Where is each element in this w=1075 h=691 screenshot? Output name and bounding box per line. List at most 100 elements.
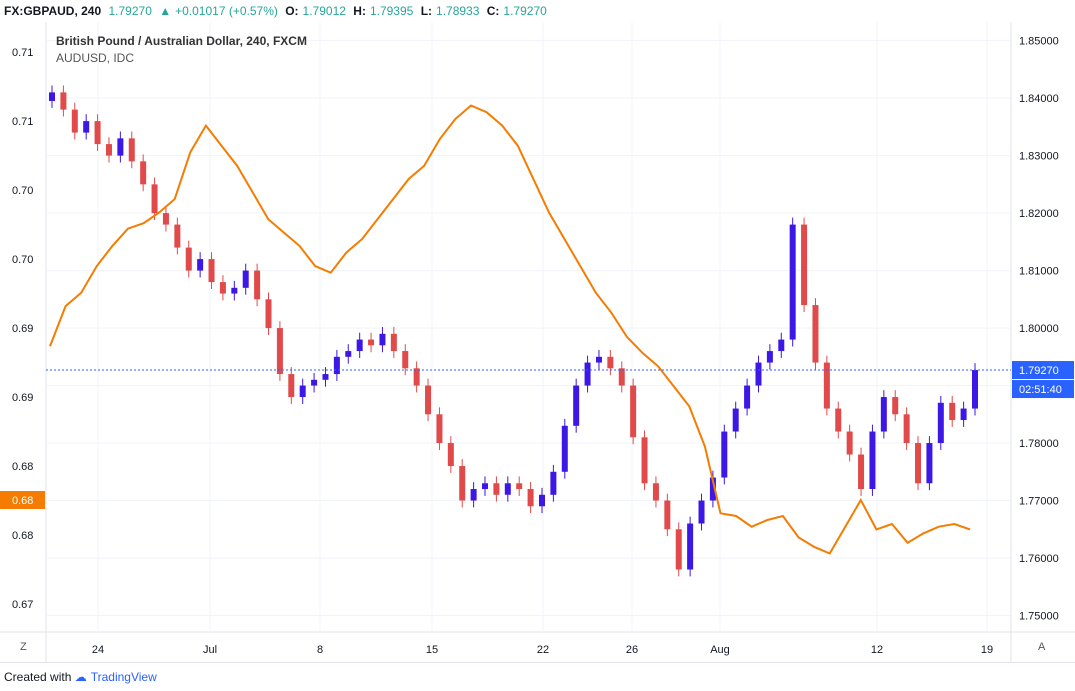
- overlay-price-tag-text: 0.68: [12, 495, 33, 507]
- candle-body: [561, 425, 568, 472]
- candle-body: [949, 402, 956, 421]
- candle-body: [185, 247, 192, 271]
- candle-body: [926, 443, 933, 484]
- candle-body: [482, 483, 489, 490]
- chart-legend: British Pound / Australian Dollar, 240, …: [56, 33, 307, 67]
- candle-body: [242, 270, 249, 288]
- time-axis-tick-label: Jul: [203, 644, 217, 656]
- right-axis-tick-label: 1.83000: [1019, 151, 1059, 163]
- chart-area[interactable]: 0.71 0.71 0.70 0.70 0.69 0.69 0.68 0.68 0.67 1.8…: [0, 22, 1075, 662]
- candle-body: [368, 339, 375, 346]
- candle-body: [823, 362, 830, 409]
- candle-body: [413, 368, 420, 386]
- candle-body: [459, 466, 466, 501]
- time-axis-tick-label: 19: [981, 644, 993, 656]
- time-axis-tick-label: 8: [317, 644, 323, 656]
- candle-body: [299, 385, 306, 398]
- last-price-tag-bg: [1012, 361, 1074, 380]
- candle-body: [846, 431, 853, 455]
- countdown-tag-bg: [1012, 380, 1074, 399]
- candle-body: [527, 489, 534, 507]
- candle-body: [721, 431, 728, 478]
- left-axis-tick-label: 0.69: [12, 323, 33, 335]
- candle-body: [869, 431, 876, 490]
- high-label: H:: [353, 4, 366, 18]
- tradingview-link[interactable]: TradingView: [90, 670, 157, 684]
- open-value: 1.79012: [302, 4, 346, 18]
- last-price-tag-text: 1.79270: [1019, 365, 1059, 377]
- right-axis-tick-label: 1.78000: [1019, 438, 1059, 450]
- candle-body: [789, 224, 796, 340]
- candle-body: [105, 144, 112, 156]
- left-axis-tick-label: 0.67: [12, 599, 33, 611]
- close-value: 1.79270: [503, 4, 547, 18]
- candle-body: [162, 213, 169, 225]
- candle-body: [71, 109, 78, 133]
- candle-body: [470, 489, 477, 501]
- time-axis-tick-label: 26: [626, 644, 638, 656]
- candle-body: [835, 408, 842, 432]
- candle-body: [333, 356, 340, 375]
- low-label: L:: [420, 4, 433, 18]
- candle-body: [687, 523, 694, 570]
- candle-body: [675, 529, 682, 570]
- right-axis-tick-label: 1.80000: [1019, 323, 1059, 335]
- candle-body: [288, 374, 295, 398]
- low-value: 1.78933: [436, 4, 480, 18]
- symbol-title[interactable]: FX:GBPAUD, 240: [4, 4, 102, 18]
- legend-main-series[interactable]: British Pound / Australian Dollar, 240, …: [56, 34, 307, 48]
- candle-body: [49, 92, 55, 101]
- candle-body: [425, 385, 432, 415]
- legend-overlay-series[interactable]: AUDUSD, IDC: [56, 51, 135, 65]
- candle-body: [915, 443, 922, 484]
- high-value: 1.79395: [369, 4, 414, 18]
- candle-body: [630, 385, 637, 438]
- candle-body: [903, 414, 910, 444]
- candle-body: [504, 483, 511, 495]
- candle-body: [960, 408, 967, 421]
- left-axis-tick-label: 0.68: [12, 461, 33, 473]
- time-axis-tick-label: 15: [426, 644, 438, 656]
- candle-body: [641, 437, 648, 484]
- candle-body: [231, 287, 238, 294]
- left-axis-tick-label: 0.68: [12, 530, 33, 542]
- candle-body: [607, 356, 614, 369]
- candle-body: [208, 259, 215, 283]
- candle-body: [174, 224, 181, 248]
- candle-body: [732, 408, 739, 432]
- candle-body: [664, 500, 671, 530]
- left-axis-tick-label: 0.70: [12, 185, 33, 197]
- candle-body: [345, 351, 352, 357]
- candle-body: [83, 121, 90, 133]
- candle-body: [880, 397, 887, 432]
- candle-body: [538, 494, 545, 507]
- candle-body: [254, 270, 261, 300]
- candle-body: [447, 443, 454, 467]
- auto-scale-button[interactable]: A: [1038, 641, 1046, 653]
- right-axis-tick-label: 1.85000: [1019, 36, 1059, 48]
- left-axis-tick-label: 0.71: [12, 116, 33, 128]
- open-label: O:: [285, 4, 299, 18]
- price-chart[interactable]: 0.71 0.71 0.70 0.70 0.69 0.69 0.68 0.68 0.67 1.8…: [0, 22, 1075, 662]
- footer: Created with ☁ TradingView: [0, 662, 1075, 691]
- candle-body: [573, 385, 580, 426]
- right-axis-tick-label: 1.76000: [1019, 553, 1059, 565]
- candle-body: [812, 305, 819, 363]
- candle-body: [140, 161, 147, 185]
- left-axis-tick-label: 0.71: [12, 47, 33, 59]
- close-label: C:: [486, 4, 500, 18]
- last-price: 1.79270: [108, 4, 152, 18]
- candle-body: [709, 477, 716, 501]
- candle-body: [265, 299, 272, 329]
- candle-body: [801, 224, 808, 306]
- symbol-header-bar: FX:GBPAUD, 240 1.79270 ▲ +0.01017 (+0.57%…: [0, 0, 1075, 22]
- candle-body: [698, 500, 705, 524]
- candle-body: [379, 333, 386, 346]
- right-axis-tick-label: 1.82000: [1019, 208, 1059, 220]
- price-change: +0.01017 (+0.57%): [175, 4, 278, 18]
- candle-body: [972, 370, 978, 409]
- audusd-series-line: [49, 104, 971, 555]
- zoom-button[interactable]: Z: [20, 641, 27, 653]
- countdown-tag-text: 02:51:40: [1019, 384, 1062, 396]
- candle-body: [117, 138, 124, 156]
